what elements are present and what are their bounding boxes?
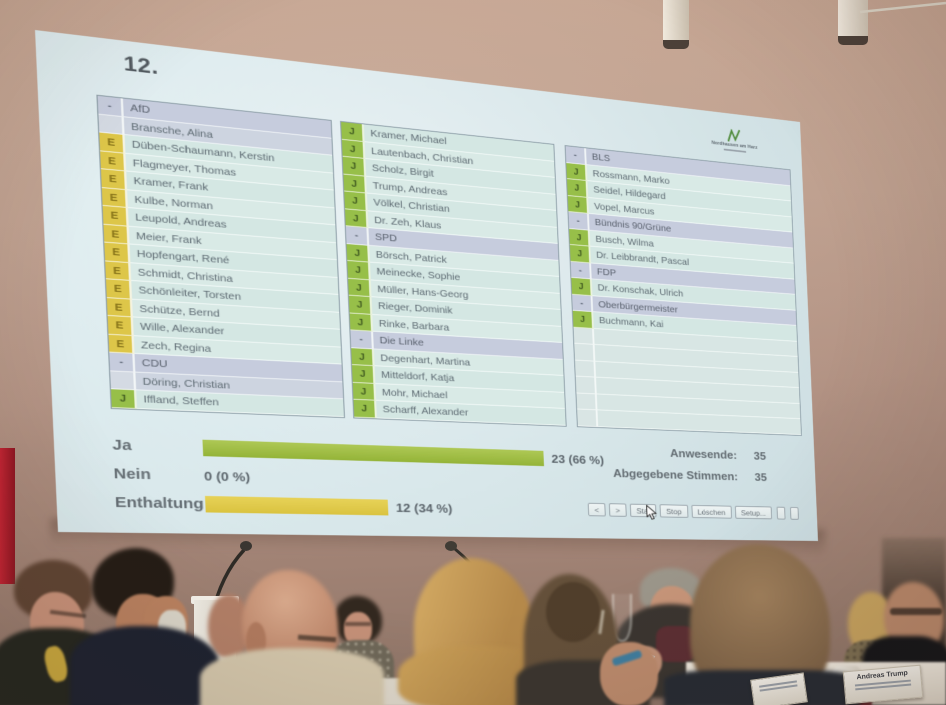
- ceiling-light-1-rim: [663, 40, 689, 49]
- person-11-glasses: [890, 608, 942, 615]
- name-plate: Andreas Trump: [842, 664, 924, 705]
- red-banner: [0, 448, 15, 584]
- microphone-head-2: [445, 541, 457, 551]
- person-4-shirt: [200, 648, 384, 705]
- person-7-bun: [546, 582, 600, 642]
- person-8-turtleneck: [656, 626, 696, 662]
- ceiling-light-2-rim: [838, 36, 868, 45]
- person-7-hands: [600, 642, 658, 705]
- person-2-body: [70, 626, 220, 705]
- ceiling-rail: [859, 1, 946, 14]
- microphone-head-1: [240, 541, 252, 551]
- person-5-glasses: [345, 622, 371, 626]
